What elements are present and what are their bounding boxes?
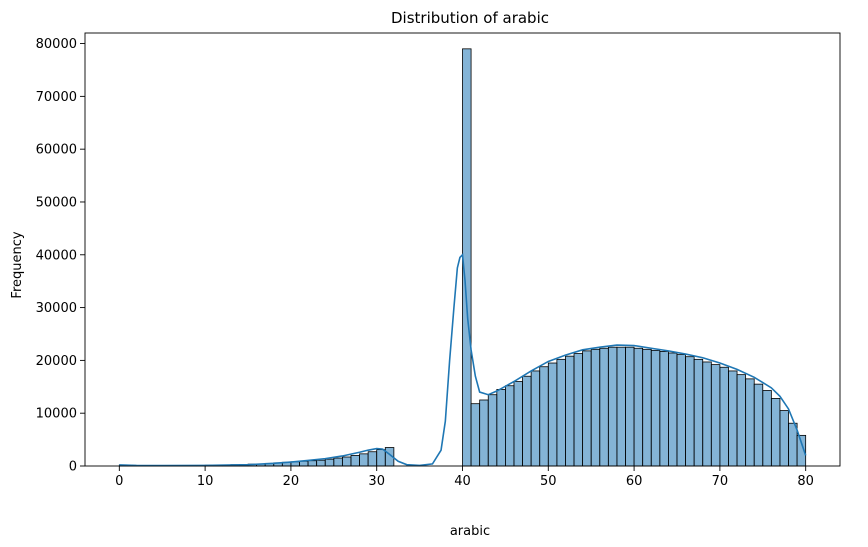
histogram-bar [462, 48, 472, 467]
y-tick-label: 30000 [36, 301, 77, 316]
histogram-bar [762, 390, 772, 467]
histogram-bar [736, 374, 747, 467]
y-tick-label: 0 [69, 460, 77, 475]
histogram-bar [470, 403, 481, 467]
bars-group [118, 48, 807, 467]
y-tick-label: 50000 [36, 195, 77, 210]
histogram-bar [547, 362, 558, 467]
histogram-bar [642, 348, 652, 467]
histogram-bar [530, 370, 541, 467]
histogram-bar [616, 346, 626, 467]
x-tick-label: 0 [115, 474, 123, 489]
histogram-bar [728, 370, 738, 467]
y-axis-ticks: 0 10000 20000 30000 40000 50000 60000 70000 8000… [36, 37, 85, 475]
histogram-bar [753, 383, 764, 467]
histogram-bar [625, 346, 635, 467]
y-tick-label: 40000 [36, 248, 77, 263]
histogram-bar [788, 422, 798, 467]
histogram-bar [307, 460, 318, 467]
histogram-bar [341, 456, 352, 467]
histogram-bar [367, 451, 378, 467]
histogram-bar [565, 355, 575, 467]
histogram-bar [693, 358, 704, 467]
histogram-bar [590, 348, 601, 467]
histogram-bar [599, 347, 609, 467]
histogram-bar [659, 351, 669, 467]
y-tick-label: 80000 [36, 37, 77, 52]
y-tick-label: 10000 [36, 407, 77, 422]
x-tick-label: 70 [712, 474, 729, 489]
x-tick-label: 60 [626, 474, 643, 489]
histogram-bar [650, 349, 661, 467]
histogram-bar [607, 346, 618, 467]
histogram-bar [504, 385, 515, 467]
histogram-bar [685, 356, 695, 467]
histogram-bar [316, 459, 326, 467]
histogram-bar [668, 352, 678, 467]
histogram-bar [333, 457, 343, 467]
histogram-bar [299, 460, 309, 467]
histogram-bar [676, 354, 686, 467]
plot-frame [84, 32, 841, 467]
histogram-bar [573, 353, 584, 467]
histogram-bar [522, 375, 532, 467]
histogram-bar [479, 399, 489, 467]
histogram-bar [745, 378, 755, 467]
histogram-bar [350, 455, 360, 467]
x-tick-label: 40 [454, 474, 471, 489]
histogram-bar [324, 458, 335, 467]
histogram-bar [779, 410, 789, 467]
histogram-bar [359, 453, 369, 467]
histogram-bar [376, 449, 386, 467]
histogram-bar [556, 358, 566, 467]
x-axis-label: arabic [450, 524, 490, 539]
x-tick-label: 50 [540, 474, 557, 489]
histogram-bar [496, 389, 506, 467]
histogram-bar [582, 350, 592, 467]
chart-title: Distribution of arabic [391, 9, 549, 27]
histogram-bar [719, 366, 729, 467]
y-tick-label: 20000 [36, 354, 77, 369]
x-tick-label: 10 [197, 474, 214, 489]
x-tick-label: 80 [797, 474, 814, 489]
kde-line [119, 252, 807, 467]
histogram-bar [487, 394, 498, 467]
histogram-bar [539, 366, 549, 467]
histogram-bar [710, 364, 721, 467]
x-axis-ticks: 0 10 20 30 40 50 60 70 80 [115, 466, 814, 489]
y-tick-label: 70000 [36, 90, 77, 105]
histogram-bar [770, 398, 781, 467]
histogram-bar [633, 347, 644, 467]
histogram-bar [702, 361, 712, 467]
histogram-bar [513, 381, 523, 467]
x-tick-label: 30 [368, 474, 385, 489]
y-tick-label: 60000 [36, 143, 77, 158]
x-tick-label: 20 [283, 474, 300, 489]
y-axis-label: Frequency [10, 231, 25, 298]
